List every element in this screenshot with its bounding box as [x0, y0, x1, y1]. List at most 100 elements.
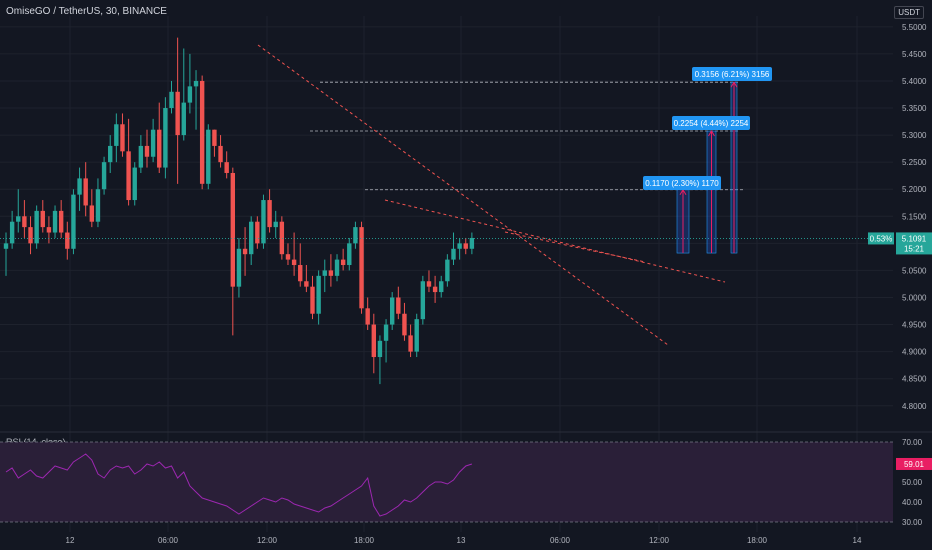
arrow-head	[730, 81, 738, 88]
candle-body	[212, 129, 217, 146]
candle-body	[52, 210, 58, 233]
candle-body	[138, 145, 144, 168]
candle-body	[224, 162, 229, 173]
rsi-tick-label: 70.00	[902, 438, 923, 447]
candle-body	[347, 243, 352, 266]
candle-body	[114, 124, 119, 146]
candle-body	[414, 319, 419, 352]
candle-body	[396, 297, 401, 314]
candle-body	[22, 216, 27, 228]
candle-body	[46, 227, 52, 233]
candle-body	[199, 80, 205, 184]
trend-line	[257, 44, 669, 346]
candle-body	[126, 151, 131, 201]
rsi-tick-label: 40.00	[902, 498, 923, 507]
candle-body	[3, 243, 9, 249]
chart-title: OmiseGO / TetherUS, 30, BINANCE	[6, 6, 167, 17]
x-tick-label: 18:00	[354, 536, 375, 545]
candle-body	[255, 221, 260, 244]
candle-body	[144, 145, 150, 157]
change-badge	[868, 232, 894, 245]
y-tick-label: 4.9500	[902, 321, 927, 330]
candle-body	[420, 281, 426, 320]
arrow-head	[708, 130, 715, 137]
candle-body	[58, 210, 64, 233]
candle-body	[408, 335, 413, 352]
candle-body	[426, 281, 432, 287]
candle-body	[120, 124, 125, 152]
x-tick-label: 12:00	[649, 536, 670, 545]
x-tick-label: 06:00	[550, 536, 571, 545]
candle-body	[218, 145, 223, 163]
candle-body	[16, 216, 21, 222]
trend-line	[384, 199, 726, 283]
candle-body	[89, 205, 95, 222]
candle-body	[365, 308, 370, 325]
candle-body	[291, 259, 297, 266]
candle-body	[163, 108, 168, 168]
candle-body	[267, 200, 272, 228]
candle-body	[187, 86, 193, 103]
candle-body	[34, 210, 39, 244]
candle-body	[169, 91, 174, 109]
rsi-band	[0, 442, 893, 522]
currency-badge[interactable]: USDT	[894, 6, 924, 19]
candle-body	[334, 259, 340, 276]
rsi-value-text: 59.01	[904, 460, 925, 469]
x-tick-label: 13	[457, 536, 466, 545]
rsi-tick-label: 30.00	[902, 518, 923, 527]
measurement-label: 0.1170 (2.30%) 1170	[645, 179, 719, 188]
candle-body	[28, 227, 33, 244]
change-badge-text: 0.53%	[870, 234, 893, 243]
y-tick-label: 5.4500	[902, 50, 927, 59]
y-tick-label: 5.3500	[902, 104, 927, 113]
candle-body	[77, 178, 82, 195]
candle-body	[242, 248, 248, 255]
candle-body	[457, 243, 462, 249]
candle-body	[322, 270, 327, 276]
candle-body	[132, 167, 137, 201]
candle-body	[273, 221, 278, 228]
candle-body	[279, 221, 285, 255]
candle-body	[432, 286, 438, 293]
countdown-text: 15:21	[904, 244, 925, 253]
rsi-tick-label: 50.00	[902, 478, 923, 487]
candle-body	[377, 340, 383, 358]
candle-body	[298, 265, 303, 282]
candle-body	[83, 178, 88, 206]
candle-body	[40, 210, 45, 228]
y-tick-label: 5.3000	[902, 131, 927, 140]
candle-body	[304, 281, 309, 287]
rsi-value-badge	[896, 457, 932, 470]
y-tick-label: 4.9000	[902, 348, 927, 357]
measurement-label: 0.3156 (6.21%) 3156	[695, 70, 770, 79]
measurement-label: 0.2254 (4.44%) 2254	[674, 119, 749, 128]
y-tick-label: 4.8000	[902, 402, 927, 411]
candle-body	[9, 221, 15, 244]
candle-body	[383, 324, 389, 341]
measurement-label-box	[672, 116, 750, 130]
candle-body	[193, 80, 199, 87]
price-badge	[896, 232, 932, 255]
candle-body	[328, 270, 334, 276]
trend-line	[504, 231, 646, 263]
y-tick-label: 5.2000	[902, 185, 927, 194]
candle-body	[445, 259, 450, 282]
x-tick-label: 06:00	[158, 536, 179, 545]
candle-body	[230, 172, 236, 287]
candle-body	[285, 254, 291, 260]
candle-body	[371, 324, 376, 358]
candle-body	[451, 248, 456, 260]
candle-body	[463, 243, 468, 249]
y-tick-label: 5.0500	[902, 266, 927, 275]
candle-body	[157, 129, 162, 168]
candle-body	[108, 145, 113, 163]
candle-body	[236, 248, 242, 287]
y-tick-label: 5.1500	[902, 212, 927, 221]
candle-body	[175, 91, 180, 136]
candle-body	[316, 275, 321, 314]
candle-body	[65, 232, 70, 249]
price-badge-text: 5.1091	[902, 234, 927, 243]
x-tick-label: 14	[853, 536, 862, 545]
